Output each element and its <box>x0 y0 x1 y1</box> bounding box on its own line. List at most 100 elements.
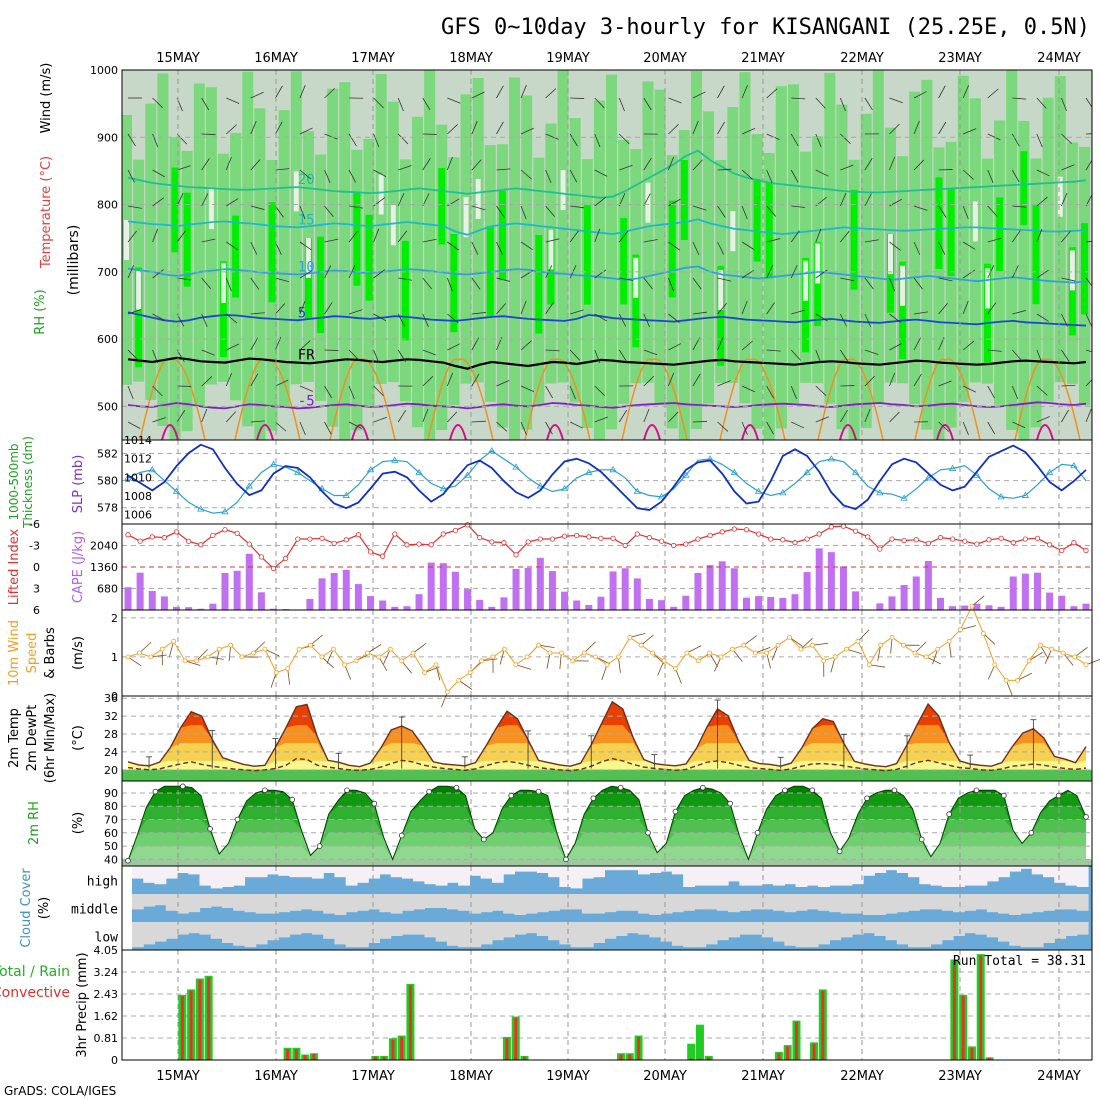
wind10-point <box>752 650 758 656</box>
wind10-point <box>695 658 701 664</box>
wind-barb <box>373 349 380 364</box>
rh-band <box>327 88 339 427</box>
cloud-clear-high <box>345 866 358 886</box>
wind-barb <box>127 309 142 315</box>
wind-barb <box>766 265 774 279</box>
wind-barb <box>987 88 999 99</box>
day-label-top: 16MAY <box>254 51 298 66</box>
rh-dry <box>972 201 978 242</box>
wind-barb <box>422 158 431 171</box>
cloud-clear-low <box>300 922 313 934</box>
cloud-clear-low <box>266 922 279 941</box>
wind-barb <box>570 97 585 99</box>
wind-barb <box>496 380 510 387</box>
wind-barb <box>938 241 946 255</box>
thickness-point <box>876 489 884 496</box>
cloud-clear-high <box>446 866 459 883</box>
wind-barb <box>643 349 658 356</box>
wind10m-panel: 0 1 2 10m Wind Speed & Barbs (m/s) <box>7 595 1100 708</box>
wind-barb <box>447 411 458 423</box>
wind10-barb <box>184 660 201 666</box>
wind-barb <box>717 241 725 255</box>
cloud-clear-low <box>660 922 673 942</box>
wind-barb <box>1012 349 1022 361</box>
cape-bar <box>645 598 653 610</box>
wind-barb <box>545 205 555 217</box>
rh-core <box>183 192 191 287</box>
rh-band <box>339 82 351 440</box>
wind-barb <box>790 230 800 243</box>
wind10-point <box>1015 677 1020 683</box>
wind-barb <box>373 228 380 243</box>
wind-barb <box>520 84 527 99</box>
wind-barb <box>1036 97 1047 109</box>
rh2m-point <box>207 826 213 832</box>
cloud-clear-middle <box>323 894 336 914</box>
wind-barb <box>889 123 900 135</box>
cloud-clear-middle <box>255 894 268 914</box>
rh-band <box>412 116 424 428</box>
wind10-point <box>524 654 530 660</box>
wind-barb <box>938 277 953 282</box>
cloud-clear-high <box>581 866 594 879</box>
cloud-clear-low <box>255 922 268 945</box>
rh-dry <box>645 182 651 223</box>
cloud-clear-middle <box>559 894 572 910</box>
wind-barb <box>815 416 829 423</box>
wind10-barb <box>401 660 412 674</box>
cloud-clear-middle <box>908 894 920 911</box>
cloud-clear-low <box>525 922 538 934</box>
rh-band <box>460 94 472 384</box>
cloud-clear-middle <box>986 894 999 913</box>
cloud-clear-low <box>221 922 234 943</box>
cloud-clear-high <box>255 866 268 878</box>
wind-barb <box>938 205 947 218</box>
wind10-point <box>433 662 439 668</box>
wind-barb <box>299 270 313 279</box>
panel-frame <box>121 609 1093 697</box>
precip-convective-bar <box>391 1039 395 1060</box>
cloud-clear-low <box>289 922 302 935</box>
cloud-clear-high <box>570 866 583 889</box>
cape-bar <box>1046 592 1054 610</box>
wind10-barb <box>1017 672 1033 681</box>
wind-barb <box>324 385 333 399</box>
wind10-point <box>946 638 952 644</box>
wind10-barb <box>983 633 996 645</box>
cape-bar <box>949 606 957 610</box>
thickness-point <box>609 466 617 473</box>
lifted-index-point <box>865 534 871 540</box>
cloud-clear-middle <box>728 894 740 913</box>
wind-barb <box>570 205 585 209</box>
wind10-speed-line <box>127 604 1087 693</box>
temp-base-band <box>122 769 1092 781</box>
precip-side-label-total: Total / Rain <box>0 964 70 980</box>
wind10-barb <box>830 656 836 673</box>
precip-convective-bar <box>777 1053 781 1060</box>
lifted-index-point <box>950 536 956 542</box>
wind-barb <box>840 164 854 171</box>
cloud-clear-middle <box>188 894 201 913</box>
precip-convective-bar <box>961 996 965 1060</box>
rh-band <box>593 100 605 440</box>
cape-bar <box>270 608 278 610</box>
wind-barb <box>913 91 927 99</box>
cloud-clear-high <box>536 866 549 873</box>
cloud-clear-middle <box>964 894 977 911</box>
cloud-clear-low <box>896 922 909 945</box>
precip-axis-label: 3hr Precip (mm) <box>75 952 90 1057</box>
wind10-barb <box>1005 680 1013 696</box>
day-label-bottom: 23MAY <box>938 1069 982 1084</box>
cloud-clear-high <box>750 866 763 886</box>
wind-barb <box>618 97 625 112</box>
wind-barb <box>692 159 703 171</box>
precip-convective-bar <box>637 1036 641 1060</box>
wind10-point <box>1026 658 1032 664</box>
cloud-clear-low <box>649 922 662 938</box>
cloud-clear-low <box>930 922 943 945</box>
wind-barb <box>422 408 429 423</box>
cloud-clear-high <box>975 866 988 886</box>
wind-barb <box>545 302 554 315</box>
wind10-point <box>673 666 678 672</box>
wind-barb <box>127 169 135 183</box>
